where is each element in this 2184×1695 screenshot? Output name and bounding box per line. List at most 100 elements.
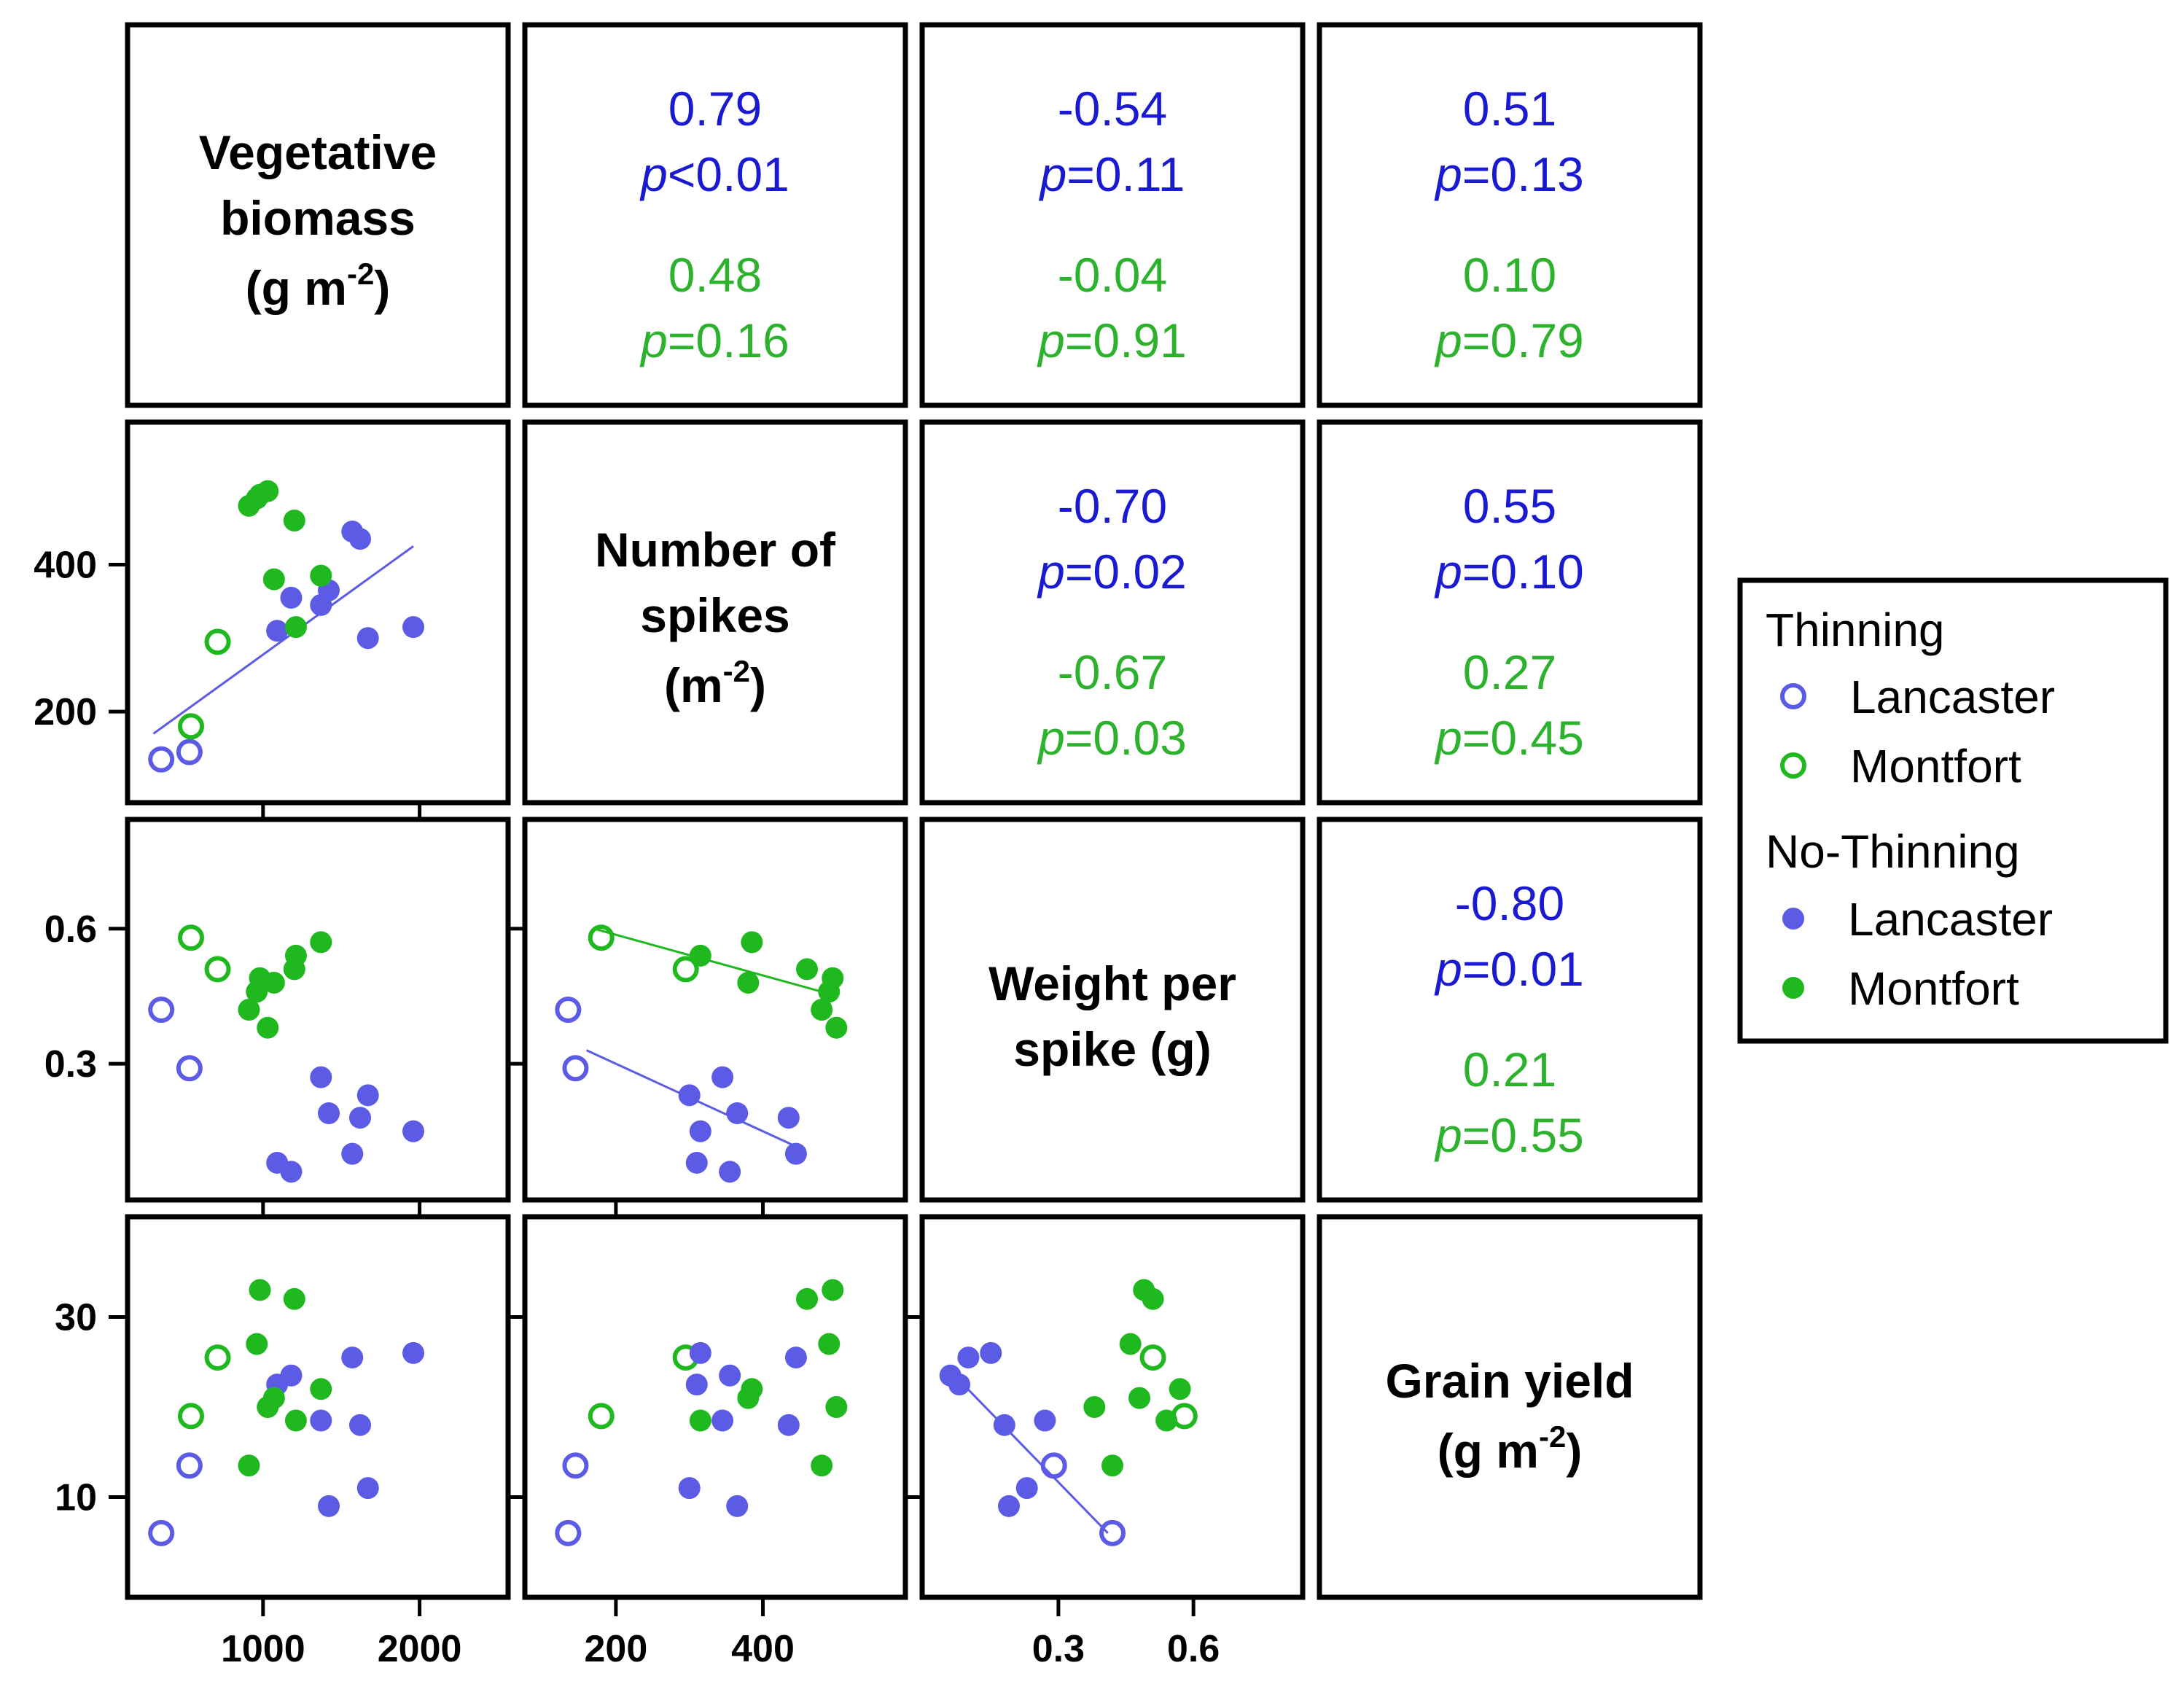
data-point-no-thinning-montfort: [825, 1016, 848, 1039]
data-point-no-thinning-montfort: [741, 931, 763, 954]
y-tick-label: 0.3: [44, 1043, 97, 1086]
data-point-no-thinning-montfort: [689, 1409, 711, 1432]
data-point-thinning-lancaster: [1040, 1452, 1067, 1479]
data-point-no-thinning-lancaster: [784, 1347, 807, 1369]
montfort-p: p=0.03: [1037, 711, 1187, 765]
data-point-no-thinning-montfort: [1101, 1454, 1123, 1477]
data-point-no-thinning-montfort: [811, 1454, 833, 1477]
scatter-panels: 200 400 0.3 0.6 10 30 1000 2000 200 400 0.3 0.6: [34, 419, 1306, 1670]
data-point-no-thinning-montfort: [1119, 1333, 1142, 1355]
legend-marker-filled-lancaster: [1782, 908, 1804, 930]
data-point-no-thinning-montfort: [284, 616, 307, 639]
data-point-thinning-lancaster: [176, 1055, 203, 1082]
data-point-no-thinning-lancaster: [402, 1120, 425, 1142]
data-point-no-thinning-montfort: [1155, 1409, 1178, 1432]
data-point-no-thinning-lancaster: [685, 1373, 708, 1396]
montfort-r: 0.27: [1463, 645, 1556, 699]
legend-heading-thinning: Thinning: [1766, 604, 1945, 656]
data-point-thinning-montfort: [672, 956, 699, 983]
lancaster-r: 0.55: [1463, 479, 1556, 533]
y-tick-label: 10: [55, 1477, 97, 1519]
montfort-r: 0.10: [1463, 248, 1556, 302]
data-point-no-thinning-montfort: [246, 1333, 268, 1355]
lancaster-p: p<0.01: [639, 147, 789, 201]
variable-label-line: Number of: [595, 523, 836, 577]
data-point-thinning-lancaster: [562, 1452, 589, 1479]
variable-label-line: Grain yield: [1385, 1354, 1634, 1408]
variable-label-unit: (m-2): [664, 654, 766, 712]
regression-line-lancaster: [152, 545, 414, 735]
data-point-thinning-lancaster: [148, 746, 175, 773]
lancaster-p: p=0.02: [1037, 545, 1187, 599]
data-point-no-thinning-lancaster: [957, 1347, 980, 1369]
diagonal-box-vegetative-biomass: Vegetative biomass (g m-2): [125, 22, 511, 408]
montfort-p: p=0.45: [1434, 711, 1584, 765]
scatter-panel-gy-vs-wps: [919, 1214, 1306, 1600]
data-point-no-thinning-lancaster: [280, 586, 303, 609]
data-point-thinning-montfort: [204, 628, 231, 655]
data-point-no-thinning-lancaster: [993, 1414, 1015, 1436]
montfort-r: 0.21: [1463, 1043, 1556, 1096]
panel-frame: [125, 817, 511, 1203]
variable-label-line: spikes: [640, 588, 789, 642]
y-tick-label: 400: [34, 544, 97, 586]
variable-label-line: Vegetative: [199, 125, 437, 179]
data-point-no-thinning-montfort: [284, 1409, 307, 1432]
variable-label-line: biomass: [220, 191, 416, 245]
y-tick-label: 0.6: [44, 908, 97, 951]
data-point-thinning-lancaster: [148, 997, 175, 1023]
data-point-thinning-montfort: [178, 924, 205, 951]
data-point-no-thinning-lancaster: [266, 1151, 289, 1174]
data-point-no-thinning-lancaster: [318, 1102, 340, 1125]
data-point-thinning-montfort: [204, 1344, 231, 1371]
diagonal-box-weight-per-spike: Weight per spike (g): [919, 817, 1306, 1203]
data-point-no-thinning-lancaster: [689, 1341, 711, 1364]
panel-frame: [522, 817, 908, 1203]
montfort-p: p=0.55: [1434, 1108, 1584, 1162]
data-point-no-thinning-lancaster: [402, 616, 425, 639]
x-tick-label: 0.3: [1032, 1628, 1085, 1670]
data-point-no-thinning-lancaster: [1034, 1409, 1056, 1432]
data-point-thinning-lancaster: [148, 1519, 175, 1546]
data-point-no-thinning-montfort: [310, 1378, 332, 1400]
data-point-no-thinning-lancaster: [685, 1151, 708, 1174]
data-point-no-thinning-lancaster: [348, 1107, 371, 1129]
data-point-no-thinning-lancaster: [948, 1373, 971, 1396]
data-point-no-thinning-montfort: [238, 999, 260, 1021]
data-point-no-thinning-lancaster: [719, 1161, 741, 1183]
variable-label-line: Weight per: [988, 956, 1236, 1010]
correlation-box-veg-gy: 0.51 p=0.13 0.10 p=0.79: [1317, 22, 1703, 408]
data-point-no-thinning-montfort: [283, 509, 305, 531]
x-tick-label: 400: [731, 1628, 795, 1670]
data-point-no-thinning-lancaster: [341, 1347, 364, 1369]
panel-frame: [125, 1214, 511, 1600]
panel-frame: [522, 1214, 908, 1600]
data-point-thinning-montfort: [1139, 1344, 1166, 1371]
data-point-no-thinning-lancaster: [784, 1142, 807, 1165]
data-point-no-thinning-lancaster: [318, 1495, 340, 1517]
data-point-no-thinning-lancaster: [726, 1102, 749, 1125]
variable-label-line: spike (g): [1013, 1022, 1211, 1076]
y-tick-label: 200: [34, 691, 97, 733]
data-point-no-thinning-lancaster: [719, 1364, 741, 1387]
legend-label-lancaster: Lancaster: [1850, 671, 2055, 723]
lancaster-r: 0.79: [668, 82, 762, 136]
data-point-no-thinning-lancaster: [711, 1066, 734, 1088]
lancaster-p: p=0.01: [1434, 942, 1584, 996]
data-point-no-thinning-montfort: [262, 1387, 285, 1409]
correlation-box-veg-spk: 0.79 p<0.01 0.48 p=0.16: [522, 22, 908, 408]
data-point-thinning-montfort: [204, 956, 231, 983]
data-point-no-thinning-montfort: [310, 931, 332, 954]
data-point-no-thinning-lancaster: [310, 1409, 332, 1432]
x-tick-label: 200: [585, 1628, 648, 1670]
correlation-box-veg-wps: -0.54 p=0.11 -0.04 p=0.91: [919, 22, 1306, 408]
data-point-no-thinning-lancaster: [678, 1477, 701, 1500]
data-point-thinning-lancaster: [176, 1452, 203, 1479]
data-point-no-thinning-montfort: [1128, 1387, 1151, 1409]
data-point-no-thinning-montfort: [689, 944, 711, 967]
data-point-thinning-lancaster: [555, 997, 582, 1023]
data-point-no-thinning-montfort: [257, 480, 279, 502]
data-point-no-thinning-lancaster: [356, 627, 379, 650]
data-point-no-thinning-montfort: [310, 564, 332, 587]
data-point-no-thinning-lancaster: [980, 1341, 1002, 1364]
